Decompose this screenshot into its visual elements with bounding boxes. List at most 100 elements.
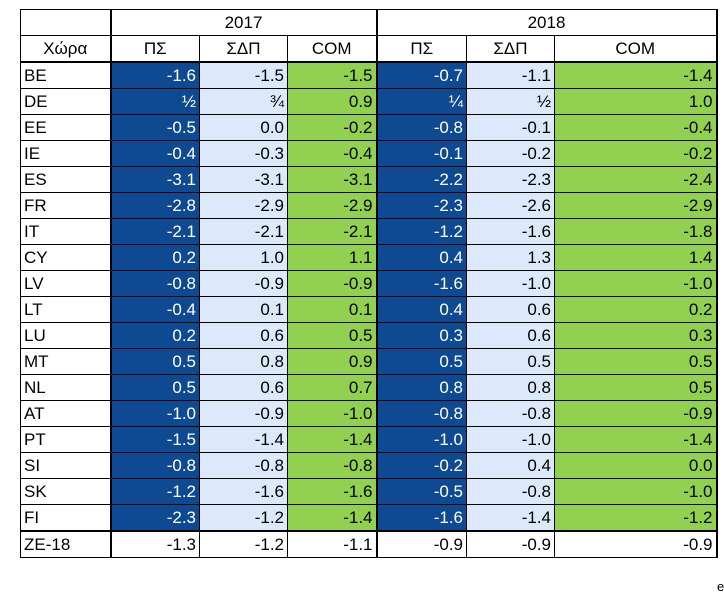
- col-ps-2017-header: ΠΣ: [109, 35, 200, 63]
- value-cell-ps-2018: -2.2: [375, 166, 467, 193]
- value-cell-ps-2018: -0.1: [375, 140, 467, 167]
- col-ps-2018-header: ΠΣ: [375, 35, 467, 63]
- value-cell-ps-2018: -0.7: [375, 61, 467, 89]
- value-cell-sdp-2018: -0.8: [466, 400, 555, 427]
- value-cell-sdp-2018: -1.0: [466, 426, 555, 453]
- value-cell-sdp-2017: -0.9: [199, 400, 288, 427]
- value-cell-sdp-2017: -1.2: [199, 504, 288, 532]
- value-cell-sdp-2017: ¾: [199, 88, 288, 115]
- value-cell-ps-2017: -2.8: [109, 192, 200, 219]
- country-cell: BE: [20, 61, 111, 89]
- value-cell-ps-2018: -0.5: [375, 478, 467, 505]
- value-cell-com-2018: -1.0: [554, 270, 718, 297]
- table-row: SK -1.2 -1.6 -1.6 -0.5 -0.8 -1.0: [20, 478, 718, 505]
- table-row: EE -0.5 0.0 -0.2 -0.8 -0.1 -0.4: [20, 114, 718, 141]
- table-row: FI -2.3 -1.2 -1.4 -1.6 -1.4 -1.2: [20, 504, 718, 532]
- value-cell-ps-2017: -0.8: [109, 452, 200, 479]
- value-cell-com-2017: -3.1: [287, 166, 377, 193]
- value-cell-sdp-2017: -2.9: [199, 192, 288, 219]
- value-cell-ps-2017: -0.4: [109, 296, 200, 323]
- corner-cell: [20, 9, 111, 36]
- value-cell-ps-2018: -1.6: [375, 504, 467, 532]
- value-cell-sdp-2018: 0.5: [466, 348, 555, 375]
- value-cell-ps-2017: 0.2: [109, 322, 200, 349]
- col-com-2018-header: COM: [554, 35, 718, 63]
- value-cell-com-2017: 1.1: [287, 244, 377, 271]
- value-cell-sdp-2017: 0.0: [199, 114, 288, 141]
- country-cell: IT: [20, 218, 111, 245]
- col-sdp-2018-header: ΣΔΠ: [466, 35, 555, 63]
- value-cell-com-2017: 0.5: [287, 322, 377, 349]
- value-cell-sdp-2018: 1.3: [466, 244, 555, 271]
- value-cell-com-2018: 0.0: [554, 452, 718, 479]
- value-cell-com-2018: -0.9: [554, 530, 718, 558]
- value-cell-sdp-2017: 0.8: [199, 348, 288, 375]
- value-cell-sdp-2017: -0.3: [199, 140, 288, 167]
- value-cell-com-2018: -1.4: [554, 426, 718, 453]
- table-row: SI -0.8 -0.8 -0.8 -0.2 0.4 0.0: [20, 452, 718, 479]
- value-cell-sdp-2018: -2.3: [466, 166, 555, 193]
- value-cell-ps-2018: -0.2: [375, 452, 467, 479]
- value-cell-com-2018: -2.9: [554, 192, 718, 219]
- value-cell-ps-2018: -1.6: [375, 270, 467, 297]
- value-cell-ps-2017: -2.1: [109, 218, 200, 245]
- value-cell-com-2017: -1.1: [287, 530, 377, 558]
- value-cell-com-2018: -0.4: [554, 114, 718, 141]
- value-cell-com-2017: -1.4: [287, 426, 377, 453]
- country-cell: SK: [20, 478, 111, 505]
- value-cell-ps-2017: 0.5: [109, 348, 200, 375]
- value-cell-ps-2017: -3.1: [109, 166, 200, 193]
- value-cell-sdp-2018: -0.1: [466, 114, 555, 141]
- value-cell-sdp-2017: -1.2: [199, 530, 288, 558]
- value-cell-sdp-2017: -2.1: [199, 218, 288, 245]
- value-cell-ps-2018: -1.2: [375, 218, 467, 245]
- country-cell: SI: [20, 452, 111, 479]
- value-cell-ps-2018: -2.3: [375, 192, 467, 219]
- country-cell: EE: [20, 114, 111, 141]
- value-cell-sdp-2018: 0.6: [466, 296, 555, 323]
- table-row: IE -0.4 -0.3 -0.4 -0.1 -0.2 -0.2: [20, 140, 718, 167]
- table-row: CY 0.2 1.0 1.1 0.4 1.3 1.4: [20, 244, 718, 271]
- value-cell-sdp-2018: -1.6: [466, 218, 555, 245]
- country-cell: IE: [20, 140, 111, 167]
- year-2017-header: 2017: [109, 9, 377, 36]
- country-cell: ZE-18: [20, 530, 111, 558]
- value-cell-com-2018: -0.9: [554, 400, 718, 427]
- value-cell-ps-2017: -0.8: [109, 270, 200, 297]
- value-cell-sdp-2018: ½: [466, 88, 555, 115]
- value-cell-ps-2017: -0.5: [109, 114, 200, 141]
- value-cell-sdp-2017: 0.1: [199, 296, 288, 323]
- value-cell-sdp-2017: -1.6: [199, 478, 288, 505]
- value-cell-sdp-2017: -0.8: [199, 452, 288, 479]
- value-cell-com-2017: -0.8: [287, 452, 377, 479]
- col-com-2017-header: COM: [287, 35, 377, 63]
- value-cell-com-2018: 1.0: [554, 88, 718, 115]
- value-cell-com-2017: -1.4: [287, 504, 377, 532]
- value-cell-ps-2017: -1.6: [109, 61, 200, 89]
- country-cell: LT: [20, 296, 111, 323]
- value-cell-ps-2017: 0.2: [109, 244, 200, 271]
- value-cell-sdp-2018: -1.4: [466, 504, 555, 532]
- total-row: ZE-18 -1.3 -1.2 -1.1 -0.9 -0.9 -0.9: [20, 530, 718, 558]
- value-cell-ps-2018: -0.8: [375, 400, 467, 427]
- value-cell-com-2017: -1.6: [287, 478, 377, 505]
- country-cell: CY: [20, 244, 111, 271]
- value-cell-sdp-2018: -2.6: [466, 192, 555, 219]
- country-cell: LV: [20, 270, 111, 297]
- table-row: ES -3.1 -3.1 -3.1 -2.2 -2.3 -2.4: [20, 166, 718, 193]
- value-cell-ps-2017: -1.2: [109, 478, 200, 505]
- table-row: MT 0.5 0.8 0.9 0.5 0.5 0.5: [20, 348, 718, 375]
- value-cell-sdp-2018: 0.4: [466, 452, 555, 479]
- table-row: AT -1.0 -0.9 -1.0 -0.8 -0.8 -0.9: [20, 400, 718, 427]
- table-row: BE -1.6 -1.5 -1.5 -0.7 -1.1 -1.4: [20, 61, 718, 89]
- value-cell-com-2018: 1.4: [554, 244, 718, 271]
- value-cell-com-2017: 0.9: [287, 88, 377, 115]
- value-cell-sdp-2017: -3.1: [199, 166, 288, 193]
- value-cell-ps-2017: -1.3: [109, 530, 200, 558]
- value-cell-com-2017: 0.9: [287, 348, 377, 375]
- value-cell-ps-2018: -0.8: [375, 114, 467, 141]
- value-cell-com-2017: -2.1: [287, 218, 377, 245]
- value-cell-com-2018: 0.2: [554, 296, 718, 323]
- value-cell-com-2018: -1.4: [554, 61, 718, 89]
- value-cell-com-2017: 0.7: [287, 374, 377, 401]
